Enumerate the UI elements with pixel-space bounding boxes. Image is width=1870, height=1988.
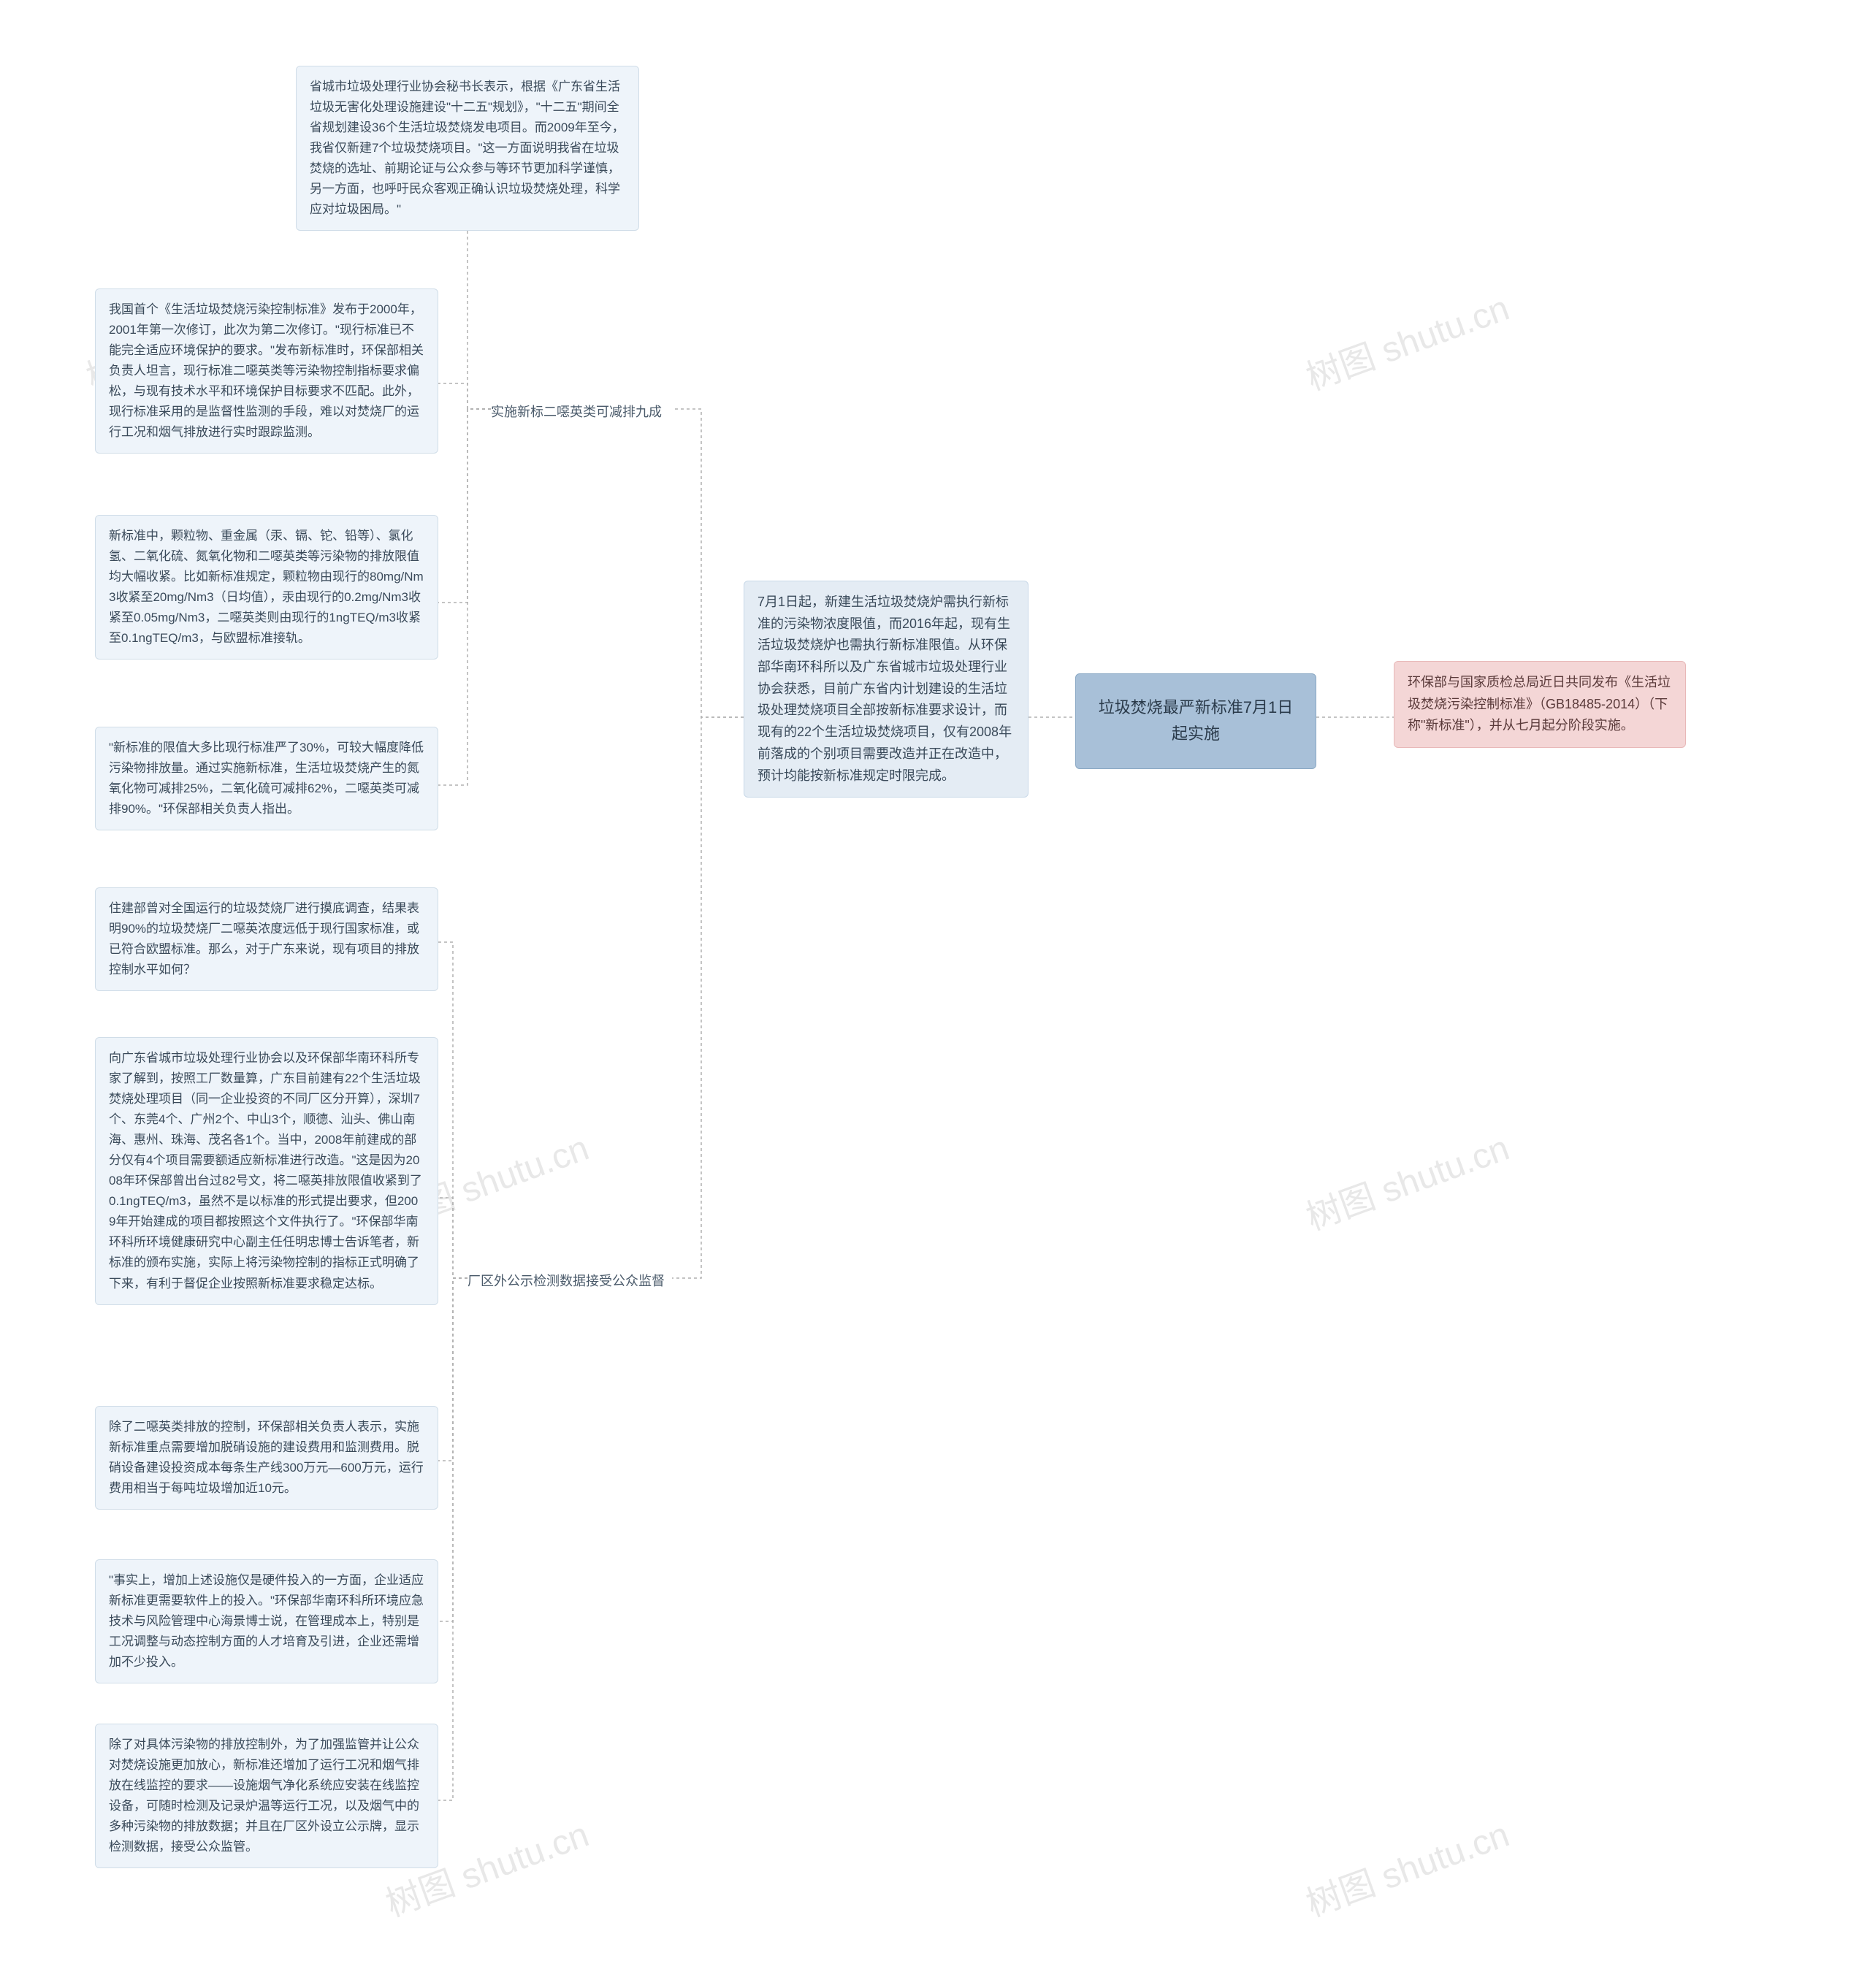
connector (672, 717, 744, 1278)
connector (438, 942, 468, 1278)
child-announcement[interactable]: 环保部与国家质检总局近日共同发布《生活垃圾焚烧污染控制标准》（GB18485-2… (1394, 661, 1686, 748)
leaf-b3[interactable]: 除了二噁英类排放的控制，环保部相关负责人表示，实施新标准重点需要增加脱硝设施的建… (95, 1406, 438, 1510)
section-label-b[interactable]: 厂区外公示检测数据接受公众监督 (468, 1271, 665, 1290)
connector (438, 409, 491, 603)
connector (438, 409, 491, 785)
leaf-b5[interactable]: 除了对具体污染物的排放控制外，为了加强监管并让公众对焚烧设施更加放心，新标准还增… (95, 1724, 438, 1868)
connector (438, 1278, 468, 1800)
leaf-a3[interactable]: 新标准中，颗粒物、重金属（汞、镉、铊、铅等）、氯化氢、二氧化硫、氮氧化物和二噁英… (95, 515, 438, 660)
root-node[interactable]: 垃圾焚烧最严新标准7月1日起实施 (1075, 673, 1316, 769)
connector (438, 1198, 468, 1278)
connector (438, 1278, 468, 1461)
leaf-b4[interactable]: "事实上，增加上述设施仅是硬件投入的一方面，企业适应新标准更需要软件上的投入。"… (95, 1559, 438, 1683)
leaf-a4[interactable]: "新标准的限值大多比现行标准严了30%，可较大幅度降低污染物排放量。通过实施新标… (95, 727, 438, 830)
watermark: 树图 shutu.cn (1298, 279, 1515, 399)
watermark: 树图 shutu.cn (1298, 1119, 1515, 1239)
child-summary[interactable]: 7月1日起，新建生活垃圾焚烧炉需执行新标准的污染物浓度限值，而2016年起，现有… (744, 581, 1028, 798)
connector (438, 383, 491, 409)
watermark: 树图 shutu.cn (1298, 1805, 1515, 1926)
leaf-b2[interactable]: 向广东省城市垃圾处理行业协会以及环保部华南环科所专家了解到，按照工厂数量算，广东… (95, 1037, 438, 1305)
connector (672, 409, 744, 717)
connector (438, 1278, 468, 1621)
leaf-b1[interactable]: 住建部曾对全国运行的垃圾焚烧厂进行摸底调查，结果表明90%的垃圾焚烧厂二噁英浓度… (95, 887, 438, 991)
leaf-a1[interactable]: 省城市垃圾处理行业协会秘书长表示，根据《广东省生活垃圾无害化处理设施建设"十二五… (296, 66, 639, 231)
section-label-a[interactable]: 实施新标二噁英类可减排九成 (491, 402, 662, 421)
leaf-a2[interactable]: 我国首个《生活垃圾焚烧污染控制标准》发布于2000年，2001年第一次修订，此次… (95, 288, 438, 454)
